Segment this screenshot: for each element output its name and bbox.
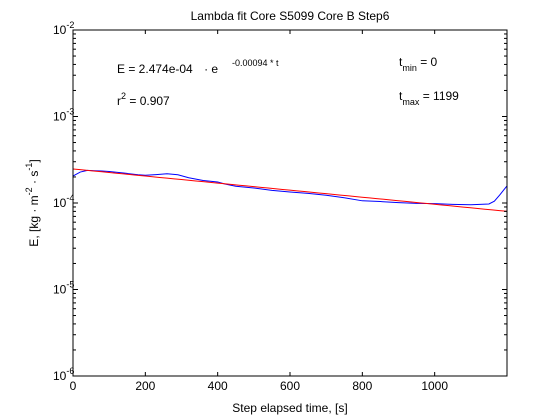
tmin-rest: = 0 — [417, 55, 438, 69]
plot-area: 0 200 400 600 800 1000 10-6 10-5 10-4 10-3 10-2 — [53, 20, 508, 393]
x-tick-label: 200 — [135, 379, 155, 393]
y-label-prefix: E, [kg · m — [27, 195, 41, 246]
svg-text:E, [kg · m-2 · s-1]: E, [kg · m-2 · s-1] — [24, 159, 41, 246]
series-layer — [72, 168, 508, 212]
y-label-exp2: -1 — [24, 163, 34, 171]
tmax-rest: = 1199 — [419, 89, 459, 103]
annotation-r2: r2 = 0.907 — [117, 91, 170, 108]
x-axis: 0 200 400 600 800 1000 — [70, 30, 448, 393]
y-tick-label: 10-5 — [53, 280, 74, 297]
fit-line — [72, 168, 507, 212]
r2-exp: 2 — [121, 91, 126, 101]
tmin-base: t — [399, 55, 403, 69]
annotation-tmin: tmin = 0 — [399, 55, 438, 73]
x-tick-label: 800 — [352, 379, 372, 393]
y-tick-label: 10-3 — [53, 107, 74, 124]
y-label-exp1: -2 — [24, 187, 34, 195]
r2-base: r — [117, 94, 121, 108]
x-tick-label: 1000 — [421, 379, 448, 393]
r2-rest: = 0.907 — [126, 94, 170, 108]
equation-dot: · e — [204, 62, 218, 76]
annotation-equation: E = 2.474e-04 · e -0.00094 * t — [117, 58, 279, 76]
y-tick-label: 10-6 — [53, 366, 74, 383]
equation-lhs: E = 2.474e-04 — [117, 62, 193, 76]
tmax-sub: max — [402, 97, 420, 107]
x-tick-label: 0 — [70, 379, 77, 393]
tmax-base: t — [399, 89, 403, 103]
y-label-suffix: ] — [27, 159, 41, 162]
y-tick-label: 10-4 — [53, 193, 74, 210]
x-tick-label: 600 — [280, 379, 300, 393]
svg-text:E = 2.474e-04 · e: E = 2.474e-04 · e — [117, 62, 218, 76]
x-axis-label: Step elapsed time, [s] — [232, 401, 347, 415]
y-label-mid: · s — [27, 171, 41, 188]
y-axis: 10-6 10-5 10-4 10-3 10-2 — [53, 20, 507, 383]
chart-title: Lambda fit Core S5099 Core B Step6 — [191, 9, 390, 23]
tmin-sub: min — [402, 63, 417, 73]
x-tick-label: 400 — [208, 379, 228, 393]
y-axis-label: E, [kg · m-2 · s-1] — [24, 159, 41, 246]
annotation-tmax: tmax = 1199 — [399, 89, 459, 107]
y-tick-label: 10-2 — [53, 20, 74, 37]
svg-text:tmin = 0: tmin = 0 — [399, 55, 438, 73]
equation-exponent: -0.00094 * t — [232, 58, 279, 68]
svg-text:r2 = 0.907: r2 = 0.907 — [117, 91, 170, 108]
svg-text:tmax = 1199: tmax = 1199 — [399, 89, 459, 107]
measured-line — [72, 169, 508, 206]
